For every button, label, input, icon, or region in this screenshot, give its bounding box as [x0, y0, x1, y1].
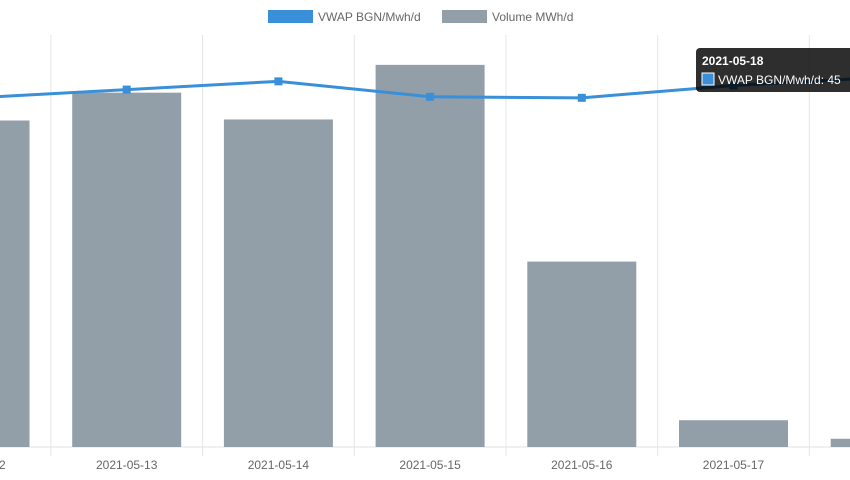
x-tick-label: 2021-05-12 [0, 458, 6, 472]
vwap-point-2021-05-16[interactable] [577, 93, 586, 102]
legend-label-vwap[interactable]: VWAP BGN/Mwh/d [318, 10, 421, 24]
legend-swatch-vwap[interactable] [268, 10, 313, 23]
tooltip-title: 2021-05-18 [702, 54, 764, 68]
vwap-point-2021-05-14[interactable] [274, 77, 283, 86]
x-tick-label: 2021-05-15 [399, 458, 461, 472]
bar-2021-05-17[interactable] [679, 420, 788, 447]
x-tick-label: 2021-05-17 [703, 458, 765, 472]
legend-swatch-volume[interactable] [442, 10, 487, 23]
x-tick-label: 2021-05-14 [248, 458, 310, 472]
legend[interactable]: VWAP BGN/Mwh/d Volume MWh/d [268, 10, 573, 24]
bar-2021-05-12[interactable] [0, 120, 30, 448]
bar-2021-05-15[interactable] [375, 64, 485, 448]
bar-2021-05-16[interactable] [527, 261, 637, 447]
bar-series-volume [0, 64, 850, 448]
tooltip: 2021-05-18 VWAP BGN/Mwh/d: 45 [696, 48, 850, 92]
bar-2021-05-14[interactable] [223, 119, 333, 448]
tooltip-value: VWAP BGN/Mwh/d: 45 [718, 73, 841, 87]
bar-2021-05-13[interactable] [72, 92, 182, 448]
tooltip-background [696, 48, 850, 92]
vwap-point-2021-05-13[interactable] [122, 85, 131, 94]
x-tick-label: 2021-05-13 [96, 458, 158, 472]
legend-label-volume[interactable]: Volume MWh/d [492, 10, 573, 24]
vwap-point-2021-05-15[interactable] [426, 92, 435, 101]
tooltip-swatch [701, 72, 715, 86]
x-tick-label: 2021-05-16 [551, 458, 613, 472]
bar-2021-05-18[interactable] [830, 438, 850, 447]
x-axis-tick-labels: 2021-05-12 2021-05-13 2021-05-14 2021-05-15… [0, 458, 765, 472]
